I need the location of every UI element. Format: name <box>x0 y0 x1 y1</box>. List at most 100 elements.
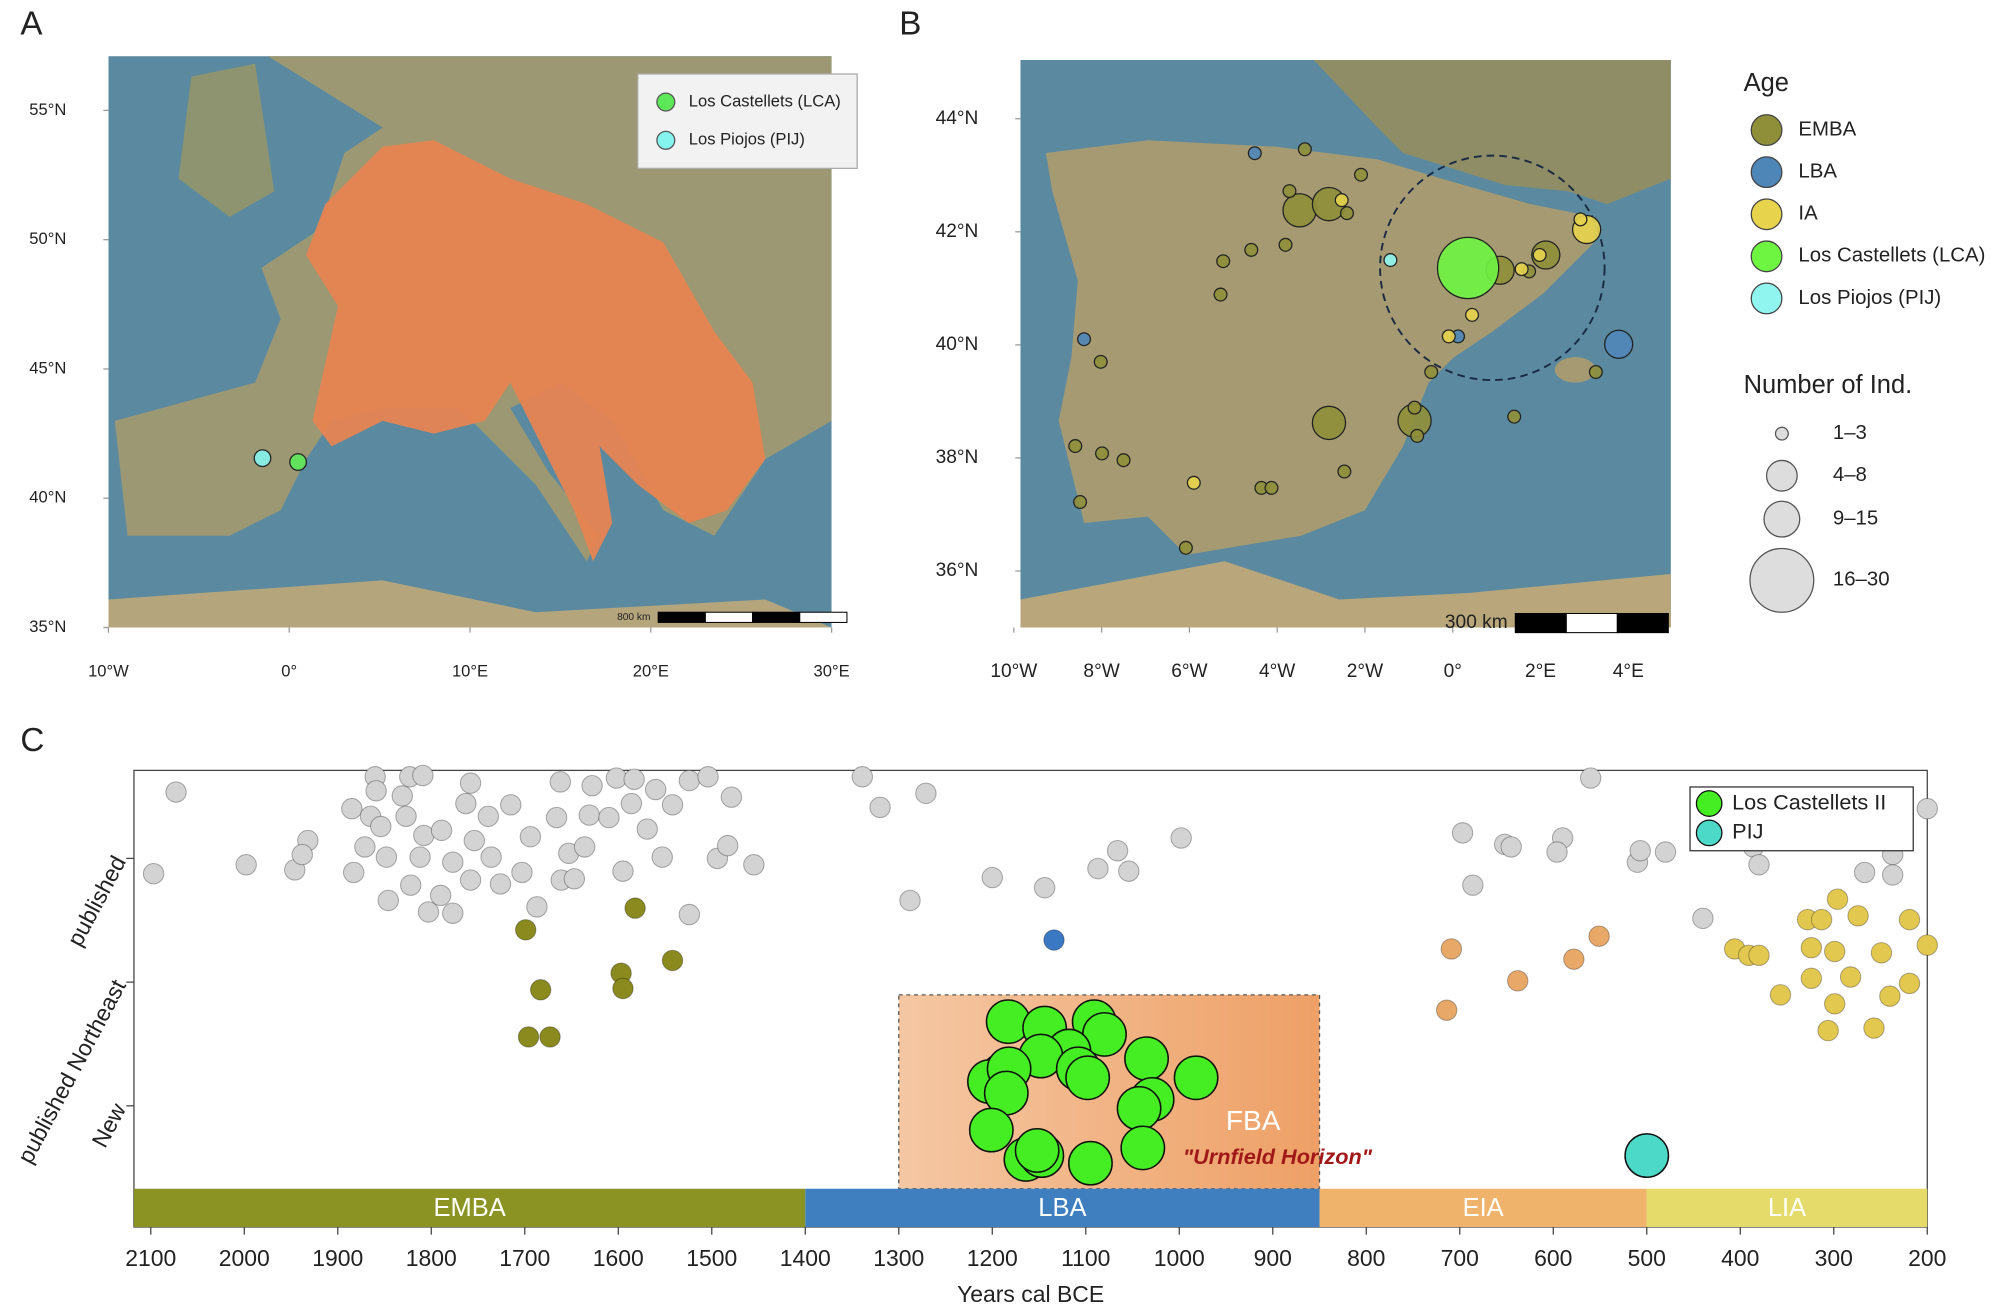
x-tick-label: 1100 <box>1061 1245 1110 1271</box>
sample-point <box>623 768 645 791</box>
site-point <box>1573 212 1588 227</box>
period-band <box>1319 1188 1647 1228</box>
legend-label: Los Castellets (LCA) <box>1798 245 1985 267</box>
sample-point <box>743 854 765 876</box>
site-point <box>1337 464 1352 479</box>
sample-point <box>1748 944 1770 967</box>
period-label: LBA <box>1038 1194 1086 1222</box>
sample-point <box>1800 936 1823 959</box>
sample-point <box>459 772 482 794</box>
sample-point <box>511 861 533 884</box>
legend-label: LBA <box>1798 161 1837 183</box>
sample-point <box>480 846 502 868</box>
sample-point <box>489 873 512 895</box>
sample-point <box>417 901 440 923</box>
legend-swatch <box>1695 790 1723 817</box>
x-tick-label: 700 <box>1441 1245 1479 1271</box>
sample-point <box>412 764 434 787</box>
sample-point <box>1839 966 1862 988</box>
sample-point <box>459 869 482 891</box>
site-point <box>1282 193 1317 228</box>
sample-point <box>612 860 634 882</box>
sample-point <box>1435 999 1458 1021</box>
sample-point <box>915 782 937 805</box>
sample-point <box>1065 1055 1111 1101</box>
x-tick-label: 1400 <box>780 1245 831 1271</box>
sample-point <box>1898 972 1921 995</box>
size-swatch <box>1763 500 1801 538</box>
y-tick-label: 38°N <box>936 447 979 468</box>
sample-point <box>1826 888 1849 910</box>
sample-point <box>563 868 586 890</box>
fba-label: FBA <box>1226 1105 1281 1136</box>
sample-point <box>1120 1125 1166 1171</box>
site-point <box>1244 242 1259 257</box>
site-point <box>1247 146 1262 161</box>
sample-point <box>644 778 667 801</box>
scale-bar <box>1565 612 1618 634</box>
y-tick-label: 35°N <box>29 617 66 636</box>
site-point <box>1095 446 1110 461</box>
panel-letter: B <box>899 5 921 42</box>
sample-point <box>354 836 376 858</box>
sample-point <box>1507 970 1529 992</box>
sample-point <box>1440 938 1463 960</box>
legend: Age EMBA LBA IA Los Castellets (LCA) Los Pioj… <box>1744 69 1985 613</box>
sample-point <box>1170 827 1192 849</box>
sample-point <box>716 834 739 857</box>
site-point <box>1213 287 1228 302</box>
sample-point <box>661 949 684 972</box>
legend-label: Los Piojos (PIJ) <box>1798 287 1941 309</box>
legend-swatch <box>1750 156 1783 189</box>
site-point <box>1407 400 1422 415</box>
site-point <box>1073 495 1088 510</box>
sample-point <box>581 774 603 797</box>
sample-point <box>651 846 673 868</box>
site-point <box>1436 236 1500 300</box>
sample-point <box>573 836 596 858</box>
legend-box <box>1689 786 1914 852</box>
y-tick-label: 50°N <box>29 229 66 248</box>
sample-point <box>636 818 658 840</box>
sample-point <box>1823 993 1846 1015</box>
sample-point <box>678 903 701 926</box>
legend-label: Los Castellets II <box>1732 789 1886 814</box>
x-tick-label: 2°W <box>1347 661 1383 682</box>
sample-point <box>515 919 537 941</box>
sample-point <box>395 805 417 828</box>
site-point <box>1116 453 1131 468</box>
legend-swatch <box>1750 240 1783 273</box>
size-swatch <box>1765 459 1798 492</box>
sample-point <box>1810 908 1833 931</box>
x-tick-label: 400 <box>1721 1245 1759 1271</box>
site-point <box>1603 329 1634 359</box>
site-point <box>1216 254 1231 269</box>
x-tick-label: 1700 <box>499 1245 550 1271</box>
size-label: 16–30 <box>1833 569 1890 591</box>
scale-bar <box>752 611 801 623</box>
y-tick-label: 40°N <box>29 488 66 507</box>
size-legend-title: Number of Ind. <box>1744 371 1913 399</box>
panel-letter: A <box>20 5 43 42</box>
x-tick-label: 1500 <box>686 1245 737 1271</box>
legend-label: EMBA <box>1798 118 1856 140</box>
period-band <box>805 1188 1320 1228</box>
site-point <box>289 453 308 471</box>
legend-title: Age <box>1744 69 1789 97</box>
sample-point <box>1881 864 1904 886</box>
size-label: 4–8 <box>1833 464 1867 486</box>
sample-point <box>1863 1017 1885 1039</box>
sample-point <box>1624 1133 1670 1179</box>
site-point <box>1282 184 1297 199</box>
sample-point <box>899 889 921 912</box>
sample-point <box>517 1026 540 1048</box>
sample-point <box>620 792 643 815</box>
sample-point <box>1817 1019 1839 1042</box>
x-tick-label: 4°W <box>1259 661 1295 682</box>
period-band <box>133 1188 806 1228</box>
site-point <box>1264 480 1279 495</box>
sample-point <box>1124 1036 1169 1082</box>
y-tick-label: published <box>62 851 131 950</box>
sample-point <box>430 819 453 842</box>
